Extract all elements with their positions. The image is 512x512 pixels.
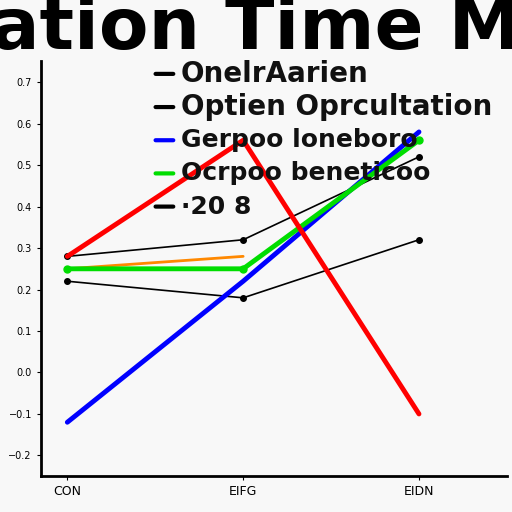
Text: Optien Oprcultation: Optien Oprcultation — [181, 93, 492, 121]
Text: Gerpoo loneboro: Gerpoo loneboro — [181, 128, 417, 152]
Text: OnelrAarien: OnelrAarien — [181, 60, 369, 88]
Text: ·20 8: ·20 8 — [181, 195, 251, 219]
Title: Operation Time Mapping: Operation Time Mapping — [0, 0, 512, 65]
Text: Ocrpoo beneticoo: Ocrpoo beneticoo — [181, 161, 430, 185]
